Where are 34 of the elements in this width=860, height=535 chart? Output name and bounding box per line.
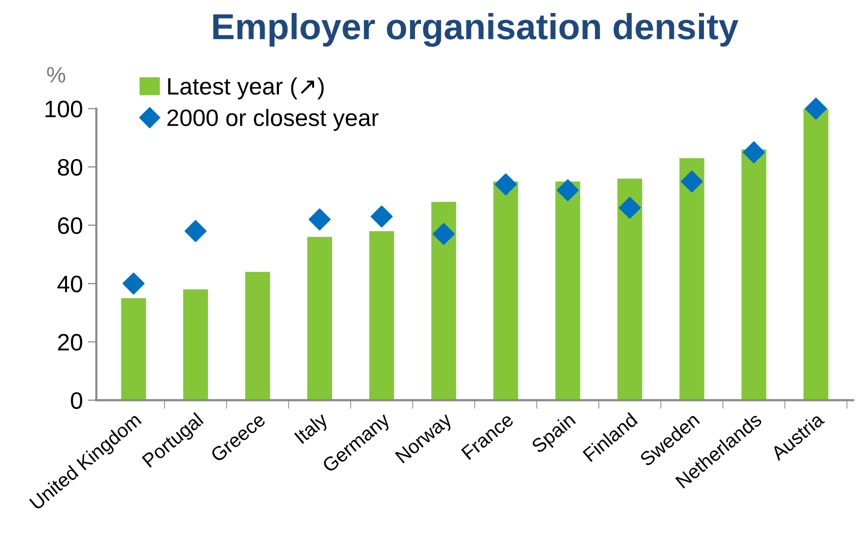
point (804, 98, 827, 120)
y-tick-label: 80 (58, 158, 82, 176)
point (308, 208, 331, 230)
point (432, 222, 455, 245)
bar (121, 298, 146, 400)
bar (803, 108, 828, 400)
bar (679, 158, 704, 400)
point (680, 170, 703, 192)
x-tick-label: Italy (294, 411, 332, 447)
point (494, 173, 517, 196)
bar (183, 289, 208, 400)
bar (741, 149, 766, 400)
legend-label: Latest year (↗) (168, 77, 324, 100)
point (184, 220, 207, 242)
y-tick-label: 100 (46, 100, 82, 118)
point (742, 141, 765, 164)
y-tick-label: 60 (58, 217, 82, 234)
y-tick-label: 0 (70, 392, 82, 409)
point (556, 179, 579, 202)
point (122, 272, 145, 295)
y-tick-label: 20 (58, 334, 82, 351)
y-axis-title: % (47, 66, 66, 82)
chart-title: Employer organisation density (213, 12, 738, 47)
point (370, 205, 393, 228)
legend-label: 2000 or closest year (167, 108, 378, 131)
bar (493, 182, 518, 400)
bar (431, 202, 456, 400)
bar (617, 178, 642, 400)
bar (555, 182, 580, 400)
bar (369, 231, 394, 400)
bar (245, 272, 270, 400)
bar (307, 236, 332, 400)
y-tick-label: 40 (57, 276, 82, 292)
point (618, 196, 641, 219)
